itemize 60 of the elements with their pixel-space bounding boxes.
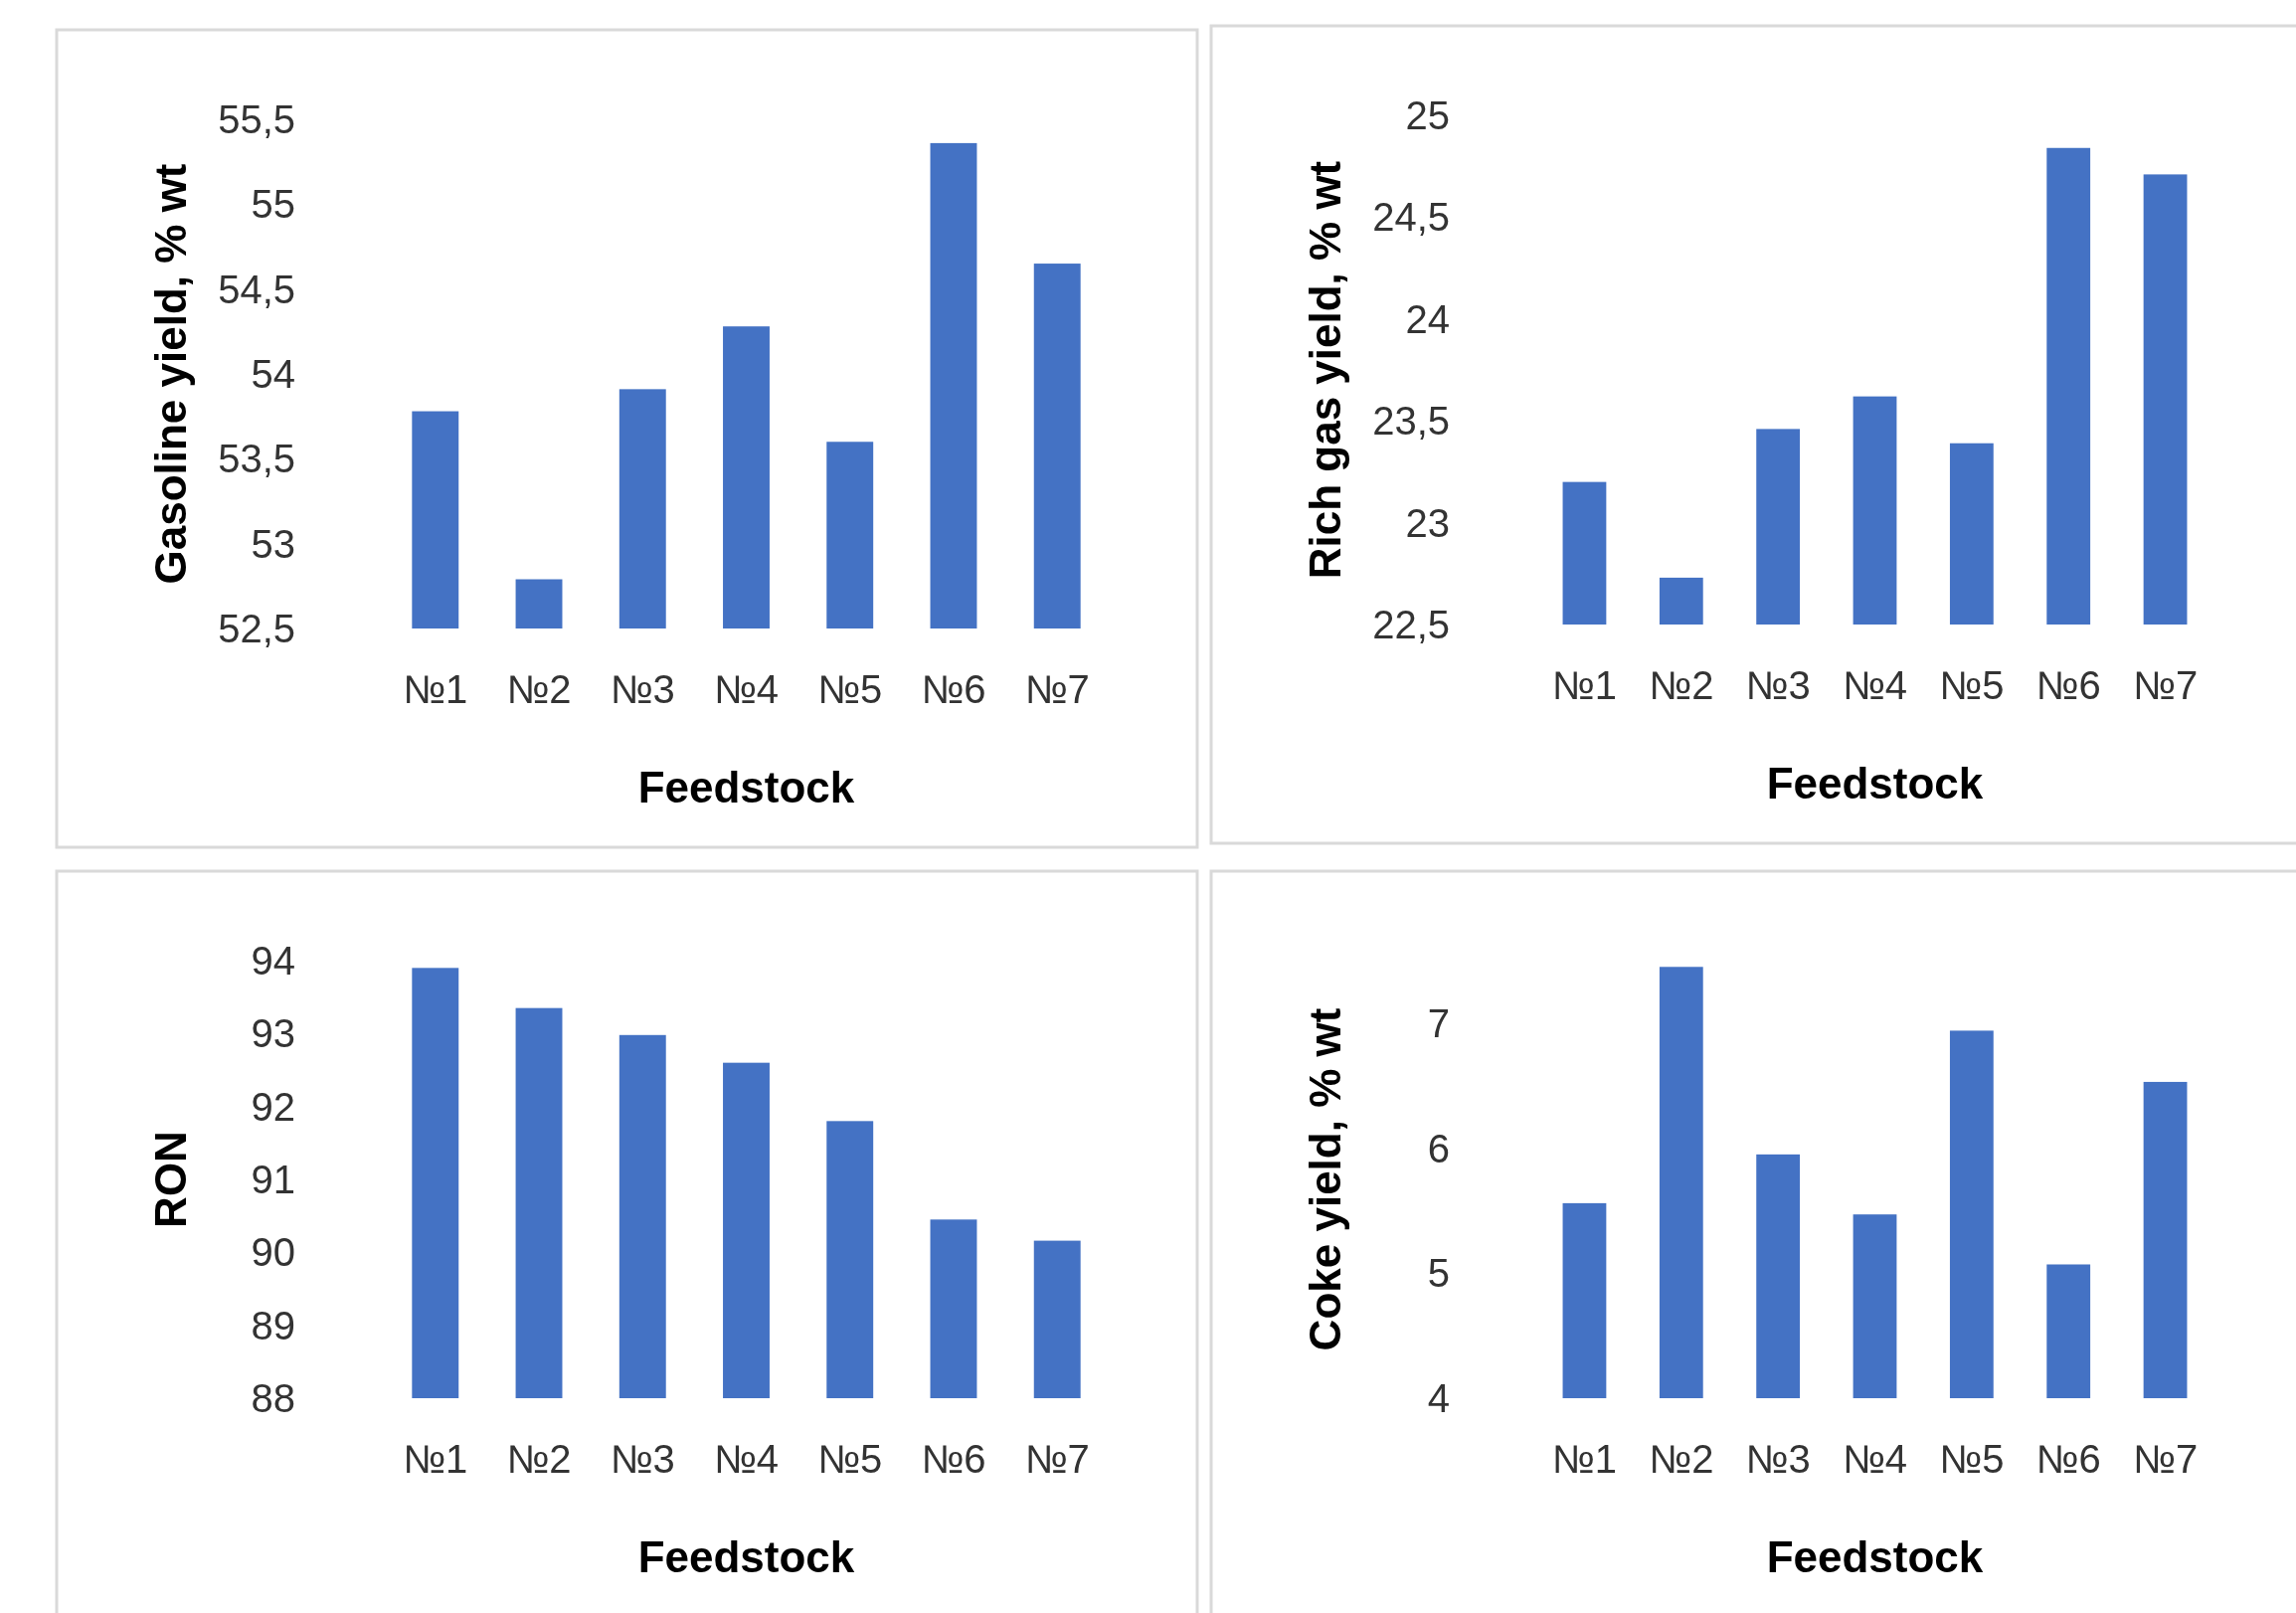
x-tick-label: №7 [1024,667,1090,711]
x-tick-label: №2 [1649,1437,1714,1481]
y-tick-label: 25 [1405,93,1450,137]
x-tick-label: №3 [610,667,675,711]
x-tick-label: №4 [713,667,780,711]
x-tick-label: №7 [2132,1437,2199,1481]
y-tick-label: 94 [251,939,295,983]
x-axis-title: Feedstock [1766,1532,1984,1581]
x-tick-label: №4 [713,1437,780,1481]
y-axis-title: Rich gas yield, % wt [1301,160,1349,580]
y-tick-label: 24 [1405,296,1450,341]
y-tick-label: 92 [251,1084,295,1129]
x-tick-label: №3 [610,1437,675,1481]
x-axis-title: Feedstock [1766,759,1984,807]
y-tick-label: 24,5 [1372,195,1450,240]
y-tick-label: 22,5 [1372,603,1450,646]
x-tick-label: №6 [2035,1437,2101,1481]
y-tick-label: 23 [1405,500,1450,545]
y-tick-label: 7 [1427,1000,1450,1045]
y-tick-label: 53 [251,521,295,566]
x-axis-title: Feedstock [637,1532,855,1581]
y-tick-label: 91 [251,1158,295,1201]
y-tick-label: 4 [1427,1376,1450,1420]
x-tick-label: №1 [403,1437,468,1481]
y-tick-label: 88 [251,1376,295,1420]
x-tick-label: №2 [506,667,572,711]
x-tick-label: №2 [506,1437,572,1481]
y-tick-label: 5 [1427,1251,1450,1296]
x-tick-label: №3 [1745,663,1811,707]
y-tick-label: 93 [251,1011,295,1056]
x-tick-label: №7 [2132,663,2199,707]
x-tick-label: №7 [1024,1437,1090,1481]
y-axis-title: Gasoline yield, % wt [146,163,195,585]
x-tick-label: №1 [403,667,468,711]
y-tick-label: 53,5 [218,437,295,481]
x-axis-title: Feedstock [637,763,855,811]
y-tick-label: 54,5 [218,267,295,311]
x-tick-label: №6 [2035,663,2101,707]
x-tick-label: №6 [921,1437,986,1481]
y-tick-label: 89 [251,1303,295,1347]
x-tick-label: №4 [1842,663,1908,707]
y-tick-label: 52,5 [218,607,295,650]
x-tick-label: №3 [1745,1437,1811,1481]
x-tick-label: №6 [921,667,986,711]
x-tick-label: №5 [1939,1437,2005,1481]
y-tick-label: 90 [251,1230,295,1275]
y-tick-label: 23,5 [1372,399,1450,444]
x-tick-label: №5 [1939,663,2005,707]
y-tick-label: 55,5 [218,97,295,141]
x-tick-label: №1 [1551,663,1618,707]
y-axis-title: RON [146,1131,195,1228]
x-tick-label: №2 [1649,663,1714,707]
x-tick-label: №1 [1551,1437,1618,1481]
x-tick-label: №5 [817,667,883,711]
y-tick-label: 6 [1427,1126,1450,1170]
y-axis-title: Coke yield, % wt [1301,1007,1349,1351]
y-tick-label: 55 [251,182,295,227]
x-tick-label: №4 [1842,1437,1908,1481]
y-tick-label: 54 [251,352,295,396]
x-tick-label: №5 [817,1437,883,1481]
